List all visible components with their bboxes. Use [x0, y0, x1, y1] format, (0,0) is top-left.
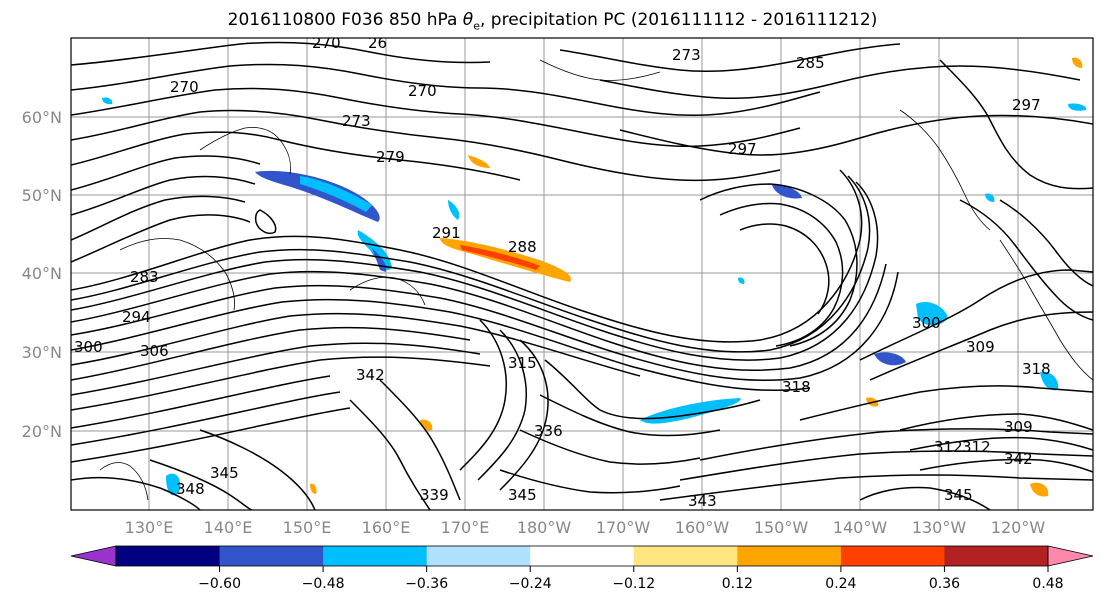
colorbar-cell: [219, 546, 324, 566]
lon-label: 180°W: [517, 518, 572, 537]
coastlines: [99, 59, 1093, 501]
colorbar-cell: [116, 546, 221, 566]
title-subscript: e: [473, 19, 480, 33]
lon-label: 170°W: [596, 518, 651, 537]
lon-label: 160°W: [675, 518, 730, 537]
colorbar-cell: [426, 546, 531, 566]
contour-label: 348: [176, 480, 205, 498]
contour-label: 283: [130, 268, 159, 286]
colorbar-left-extension: [71, 546, 116, 566]
lat-label: 50°N: [22, 186, 62, 205]
contour-label: 342: [356, 366, 385, 384]
contour-label: 312: [934, 438, 963, 456]
latitude-labels: 60°N 50°N 40°N 30°N 20°N: [22, 108, 62, 441]
colorbar: −0.60 −0.48 −0.36 −0.24 −0.12 0.12 0.24 0.36 0.4…: [70, 545, 1094, 592]
colorbar-tick-label: 0.12: [722, 576, 753, 592]
contour-label: 345: [944, 486, 973, 504]
colorbar-tick-label: 0.48: [1032, 576, 1063, 592]
lon-label: 130°W: [912, 518, 967, 537]
contour-label: 318: [782, 378, 811, 396]
lon-label: 120°W: [991, 518, 1046, 537]
lon-label: 140°E: [204, 518, 253, 537]
contour-label: 297: [728, 140, 757, 158]
contour-label: 273: [672, 46, 701, 64]
map-title: 2016110800 F036 850 hPa θe, precipitatio…: [0, 10, 1105, 32]
lon-label: 130°E: [125, 518, 174, 537]
colorbar-cell: [737, 546, 842, 566]
precipitation-shading: [102, 57, 1087, 497]
contour-label: 270: [312, 34, 341, 52]
lon-label: 150°W: [754, 518, 809, 537]
contour-label: 270: [408, 82, 437, 100]
contour-label: 300: [74, 338, 103, 356]
lon-label: 160°E: [362, 518, 411, 537]
lat-label: 40°N: [22, 264, 62, 283]
colorbar-cell: [944, 546, 1049, 566]
colorbar-tick-label: 0.24: [825, 576, 856, 592]
colorbar-left-outline: [70, 545, 117, 567]
lat-label: 60°N: [22, 108, 62, 127]
colorbar-tick-label: −0.24: [509, 576, 552, 592]
colorbar-tick-label: 0.36: [929, 576, 960, 592]
colorbar-cell: [530, 546, 635, 566]
colorbar-tick-label: −0.12: [612, 576, 655, 592]
colorbar-tick-label: −0.60: [198, 576, 241, 592]
contour-label: 291: [432, 224, 461, 242]
map-frame: [70, 37, 1094, 511]
colorbar-tick-label: −0.36: [405, 576, 448, 592]
contour-label: 309: [966, 338, 995, 356]
title-suffix: , precipitation PC (2016111112 - 2016111…: [479, 10, 878, 30]
contour-label: 339: [420, 486, 449, 504]
contour-label: 343: [688, 492, 717, 510]
contour-label: 294: [122, 308, 151, 326]
contour-label: 306: [140, 342, 169, 360]
longitude-labels: 130°E 140°E 150°E 160°E 170°E 180°W 170°…: [125, 518, 1046, 537]
lon-label: 140°W: [833, 518, 888, 537]
contour-label: 288: [508, 238, 537, 256]
contour-labels: 270 26 273 270 273 279 270 285 297 297 2…: [74, 34, 1051, 510]
contour-label: 270: [170, 78, 199, 96]
contour-label: 336: [534, 422, 563, 440]
contour-label: 309: [1004, 418, 1033, 436]
colorbar-cell: [633, 546, 738, 566]
theta-e-contours: [71, 41, 1093, 510]
lat-label: 30°N: [22, 343, 62, 362]
contour-label: 26: [368, 34, 387, 52]
contour-label: 315: [508, 354, 537, 372]
title-theta: θ: [462, 10, 474, 30]
contour-label: 273: [342, 112, 371, 130]
lat-label: 20°N: [22, 422, 62, 441]
contour-label: 345: [210, 464, 239, 482]
colorbar-right-outline: [1047, 545, 1094, 567]
colorbar-cell: [840, 546, 945, 566]
lon-label: 150°E: [283, 518, 332, 537]
contour-label: 285: [796, 54, 825, 72]
title-prefix: 2016110800 F036 850 hPa: [227, 10, 463, 30]
colorbar-tick-label: −0.48: [302, 576, 345, 592]
contour-label: 300: [912, 314, 941, 332]
contour-label: 279: [376, 148, 405, 166]
lon-label: 170°E: [441, 518, 490, 537]
contour-label: 345: [508, 486, 537, 504]
contour-label: 312: [962, 438, 991, 456]
colorbar-right-extension: [1048, 546, 1093, 566]
colorbar-cell: [323, 546, 428, 566]
contour-label: 342: [1004, 450, 1033, 468]
contour-label: 318: [1022, 360, 1051, 378]
contour-label: 297: [1012, 96, 1041, 114]
